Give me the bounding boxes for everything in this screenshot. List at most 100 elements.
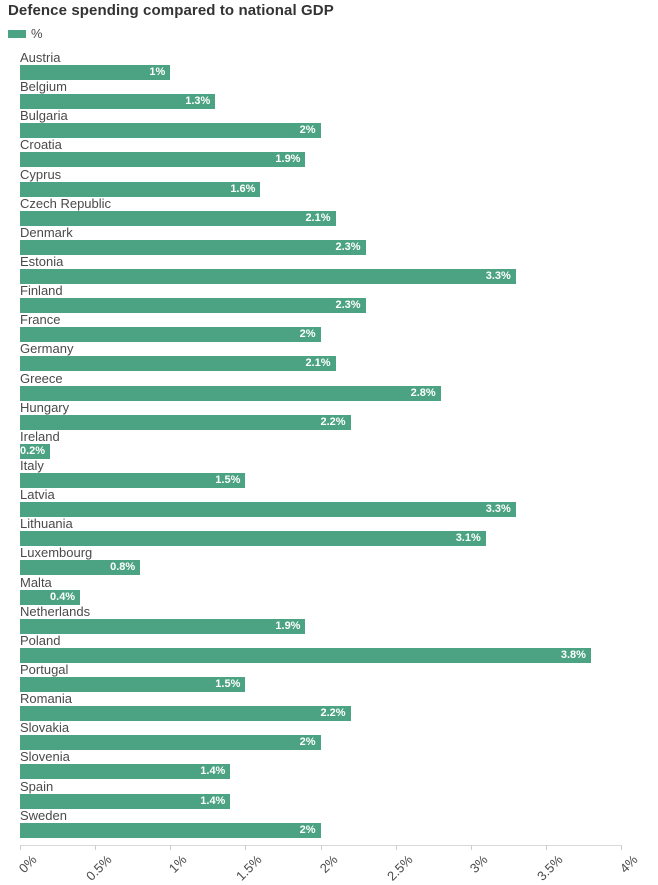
chart-title: Defence spending compared to national GD…	[8, 2, 334, 19]
bar[interactable]: 1%	[20, 65, 171, 80]
country-label: Austria	[20, 50, 61, 65]
bar[interactable]: 3.3%	[20, 502, 516, 518]
bar-value-label: 1.4%	[200, 794, 226, 807]
bar-row: Greece 2.8%	[20, 372, 621, 401]
bar-value-label: 2.2%	[320, 707, 346, 720]
bar-row: Latvia 3.3%	[20, 487, 621, 518]
country-label: Finland	[20, 283, 63, 299]
bar[interactable]: 1.3%	[20, 94, 216, 110]
bar[interactable]: 3.1%	[20, 531, 486, 547]
bar[interactable]: 0.8%	[20, 560, 141, 576]
bar-value-label: 0.8%	[110, 561, 136, 574]
bar[interactable]: 1.4%	[20, 764, 231, 780]
bar-value-label: 3.1%	[455, 532, 481, 545]
x-axis-tick-label: 2.5%	[383, 852, 416, 884]
country-label: Slovakia	[20, 720, 70, 736]
x-axis-tick	[95, 845, 97, 850]
bar[interactable]: 2%	[20, 327, 321, 343]
bar-value-label: 2.3%	[335, 299, 361, 312]
bar-value-label: 1.9%	[275, 619, 301, 632]
x-axis-tick	[545, 845, 547, 850]
bar[interactable]: 2%	[20, 123, 321, 139]
bar-value-label: 1.5%	[215, 473, 241, 486]
x-axis-tick	[320, 845, 322, 850]
bar-row: Romania 2.2%	[20, 691, 621, 722]
bar-value-label: 2.1%	[305, 211, 331, 224]
bar[interactable]: 1.9%	[20, 152, 306, 168]
bar-row: Portugal 1.5%	[20, 663, 621, 692]
bar-row: Slovenia 1.4%	[20, 750, 621, 780]
bar-value-label: 2%	[299, 823, 316, 836]
legend-label: %	[31, 26, 43, 41]
country-label: Sweden	[20, 807, 67, 823]
bar[interactable]: 1.5%	[20, 472, 246, 488]
bar-row: Finland 2.3%	[20, 283, 621, 314]
bar-row: Croatia 1.9%	[20, 138, 621, 168]
bar-value-label: 3.3%	[485, 503, 511, 516]
bar[interactable]: 2.1%	[20, 356, 336, 372]
bar-value-label: 2.2%	[320, 415, 346, 428]
country-label: Cyprus	[20, 166, 62, 182]
country-label: Latvia	[20, 487, 55, 503]
bar-row: Malta 0.4%	[20, 576, 621, 605]
bar[interactable]: 2.8%	[20, 385, 441, 401]
bar[interactable]: 1.4%	[20, 793, 231, 809]
bar-row: Cyprus 1.6%	[20, 168, 621, 197]
legend-swatch-icon	[8, 29, 26, 38]
bar[interactable]: 1.9%	[20, 618, 306, 634]
bar[interactable]: 3.8%	[20, 647, 591, 663]
bar[interactable]: 2%	[20, 822, 321, 838]
bar-row: Lithuania 3.1%	[20, 517, 621, 547]
legend: %	[8, 26, 43, 41]
bar[interactable]: 2.3%	[20, 298, 366, 314]
bar-row: Spain 1.4%	[20, 780, 621, 809]
bar-row: Ireland 0.2%	[20, 430, 621, 459]
bar[interactable]: 2.2%	[20, 706, 351, 722]
country-label: Romania	[20, 691, 73, 707]
bar-row: Bulgaria 2%	[20, 108, 621, 139]
bar-row: Czech Republic 2.1%	[20, 197, 621, 226]
country-label: Spain	[20, 778, 54, 794]
country-label: Luxembourg	[20, 545, 93, 561]
bar-value-label: 1%	[149, 66, 166, 78]
bar[interactable]: 2%	[20, 735, 321, 751]
bar-value-label: 2%	[299, 328, 316, 341]
bar[interactable]: 2.1%	[20, 210, 336, 226]
country-label: France	[20, 312, 61, 328]
bar-row: Denmark 2.3%	[20, 226, 621, 255]
country-label: Greece	[20, 370, 63, 386]
bar-value-label: 1.5%	[215, 677, 241, 690]
bar[interactable]: 0.4%	[20, 589, 81, 605]
country-label: Bulgaria	[20, 108, 68, 124]
bar-value-label: 3.8%	[560, 648, 586, 661]
bar-row: Poland 3.8%	[20, 634, 621, 663]
bar-value-label: 2.8%	[410, 386, 436, 399]
country-label: Italy	[20, 457, 44, 473]
bar-value-label: 1.9%	[275, 153, 301, 166]
bar-value-label: 2%	[299, 736, 316, 749]
bar-value-label: 2.1%	[305, 357, 331, 370]
bar-value-label: 1.6%	[230, 182, 256, 195]
x-axis-tick-label: 3.5%	[533, 852, 566, 884]
bar[interactable]: 1.6%	[20, 181, 261, 197]
bar-row: Slovakia 2%	[20, 720, 621, 751]
bar-row: Luxembourg 0.8%	[20, 545, 621, 576]
bar[interactable]: 3.3%	[20, 268, 516, 284]
bar[interactable]: 2.2%	[20, 414, 351, 430]
bar[interactable]: 2.3%	[20, 239, 366, 255]
bar[interactable]: 1.5%	[20, 676, 246, 692]
x-axis-tick-label: 2%	[316, 852, 341, 876]
bar[interactable]: 0.2%	[19, 443, 51, 459]
bar-value-label: 0.2%	[19, 444, 46, 457]
country-label: Germany	[20, 341, 74, 357]
bar-value-label: 1.3%	[185, 95, 211, 108]
bar-row: Hungary 2.2%	[20, 401, 621, 430]
x-axis-tick-label: 4%	[616, 852, 641, 876]
x-axis-tick-label: 3%	[466, 852, 491, 876]
x-axis-tick	[621, 845, 622, 850]
x-axis-tick-label: 1%	[165, 852, 190, 876]
bar-row: France 2%	[20, 312, 621, 343]
country-label: Poland	[20, 632, 61, 648]
country-label: Netherlands	[20, 603, 91, 619]
